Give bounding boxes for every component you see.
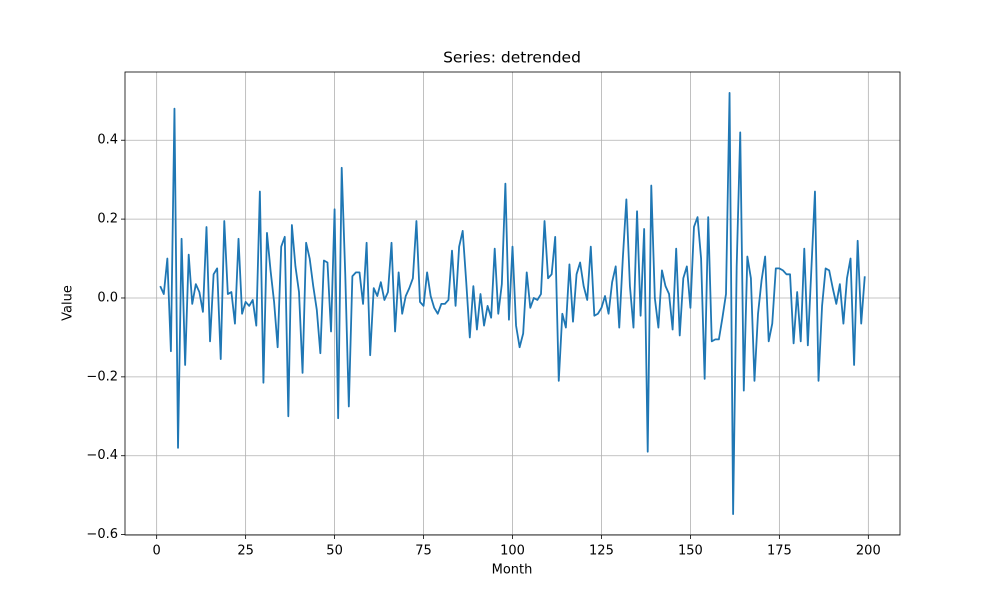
x-tick-label: 50 — [326, 544, 343, 559]
x-tick-label: 25 — [237, 544, 254, 559]
y-tick-label: 0.0 — [97, 290, 118, 305]
y-tick-label: −0.2 — [86, 369, 118, 384]
y-tick-label: 0.4 — [97, 133, 118, 148]
x-tick-label: 125 — [589, 544, 614, 559]
y-tick-label: −0.4 — [86, 448, 118, 463]
plot-frame — [124, 71, 901, 536]
x-tick-label: 150 — [678, 544, 703, 559]
x-tick-label: 0 — [153, 544, 161, 559]
y-tick-label: 0.2 — [97, 212, 118, 227]
x-tick-label: 100 — [500, 544, 525, 559]
x-tick-label: 200 — [856, 544, 881, 559]
data-line — [159, 92, 866, 515]
chart-title: Series: detrended — [443, 49, 581, 67]
y-tick-label: −0.6 — [86, 527, 118, 542]
x-tick-label: 175 — [767, 544, 792, 559]
x-tick-label: 75 — [415, 544, 432, 559]
y-axis-label: Value — [61, 285, 76, 321]
x-axis-label: Month — [492, 563, 533, 578]
